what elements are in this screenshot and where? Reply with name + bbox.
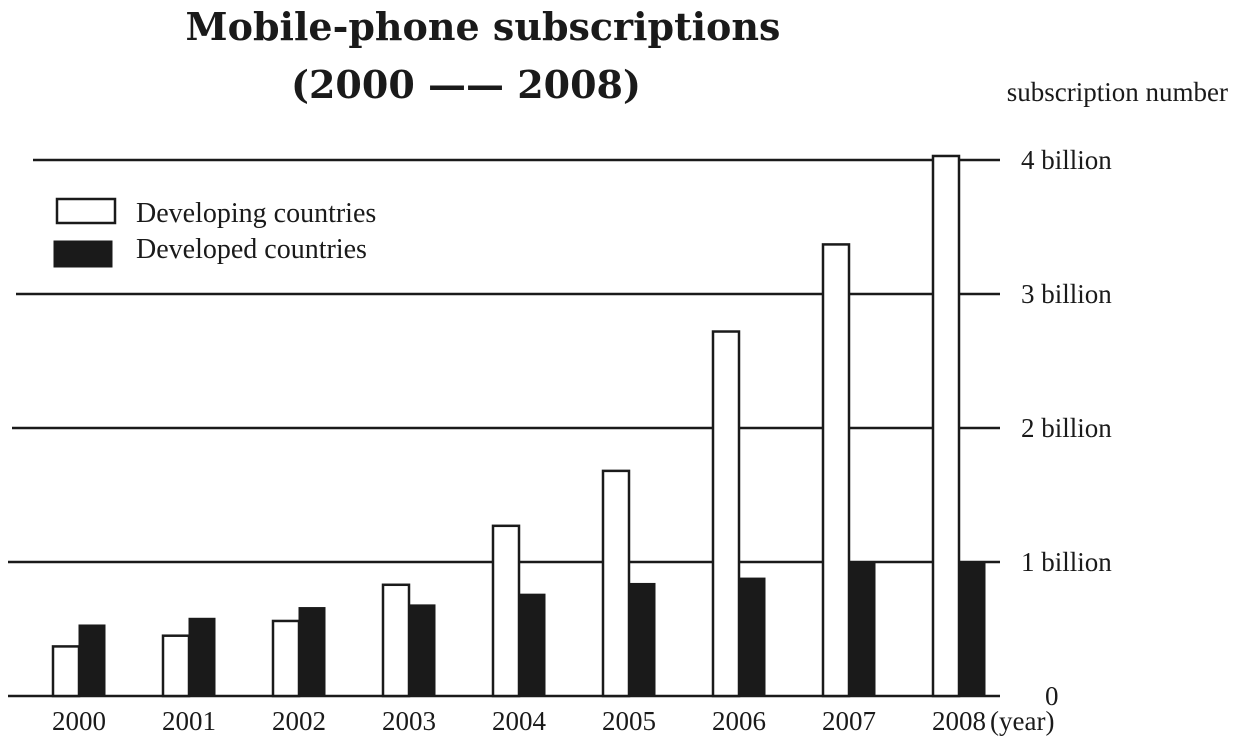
bar-developed-2004 [518, 593, 546, 697]
bar-developing-2005 [601, 469, 631, 698]
bar-developed-2008 [958, 561, 986, 697]
x-tick-label-2006: 2006 [712, 706, 766, 736]
y-tick-label-1: 1 billion [1021, 547, 1112, 577]
y-axis-label: subscription number [1007, 77, 1228, 107]
bar-developed-2002 [298, 607, 326, 697]
y-tick-label-3: 3 billion [1021, 279, 1112, 309]
bar-developing-2000 [51, 645, 81, 698]
chart-title-line2: (2000 —— 2008) [291, 62, 641, 107]
bar-developing-2004 [491, 524, 521, 698]
bars [51, 154, 986, 698]
bar-developing-2008 [931, 154, 961, 698]
legend-swatch-developed [53, 240, 113, 268]
legend-label-developing: Developing countries [136, 198, 376, 229]
x-tick-label-2001: 2001 [162, 706, 216, 736]
legend-swatch-developing [55, 197, 117, 225]
y-tick-label-4: 4 billion [1021, 145, 1112, 175]
x-tick-label-2000: 2000 [52, 706, 106, 736]
x-tick-label-2008: 2008 [932, 706, 986, 736]
y-tick-label-2: 2 billion [1021, 413, 1112, 443]
bar-developed-2005 [628, 582, 656, 697]
legend: Developing countries Developed countries [53, 197, 376, 268]
bar-developing-2006 [711, 330, 741, 698]
x-tick-label-2002: 2002 [272, 706, 326, 736]
bar-developing-2002 [271, 619, 301, 698]
bar-developing-2007 [821, 243, 851, 698]
chart-title-line1: Mobile-phone subscriptions [186, 4, 781, 49]
y-tick-label-0: 0 [1045, 681, 1059, 711]
x-tick-label-2005: 2005 [602, 706, 656, 736]
bar-developed-2001 [188, 617, 216, 697]
y-tick-labels: 0 1 billion 2 billion 3 billion 4 billion [1021, 145, 1112, 711]
bar-developed-2003 [408, 604, 436, 697]
bar-developed-2006 [738, 577, 766, 697]
x-tick-label-2004: 2004 [492, 706, 547, 736]
bar-developing-2003 [381, 583, 411, 698]
bar-developed-2000 [78, 624, 106, 697]
bar-developed-2007 [848, 561, 876, 697]
legend-label-developed: Developed countries [136, 234, 367, 265]
x-tick-label-2003: 2003 [382, 706, 436, 736]
x-axis-label: (year) [990, 706, 1054, 736]
bar-developing-2001 [161, 634, 191, 698]
x-tick-label-2007: 2007 [822, 706, 876, 736]
x-tick-labels: 2000 2001 2002 2003 2004 2005 2006 2007 2008 [52, 706, 986, 736]
